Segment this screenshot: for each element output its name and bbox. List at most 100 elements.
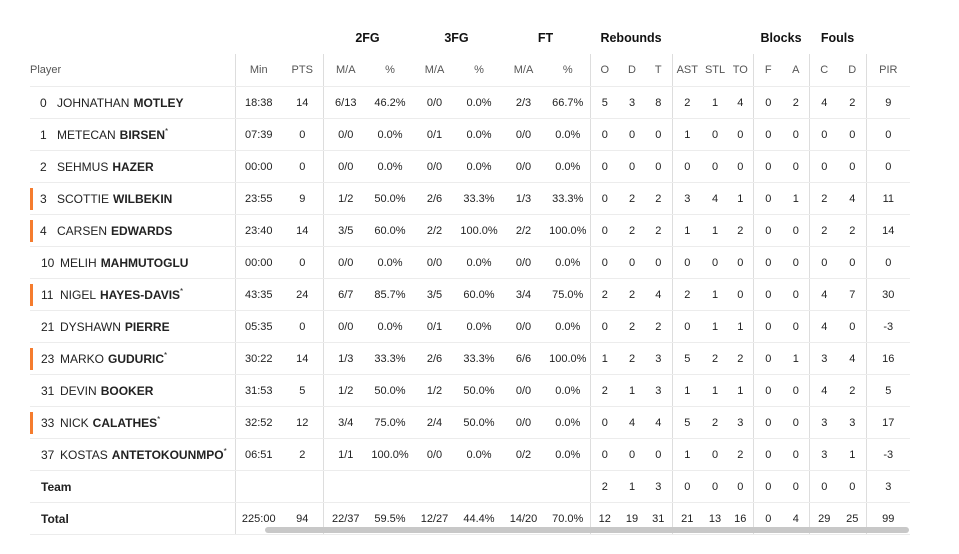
col-header-ft-pct[interactable]: % — [546, 54, 590, 87]
player-cell[interactable]: 33 NICK CALATHES* — [30, 406, 235, 439]
stat-2fg-pct: 0.0% — [368, 150, 412, 183]
stat-3fg-pct: 0.0% — [457, 86, 501, 119]
stat-3fg-ma: 0/0 — [412, 438, 457, 471]
player-cell[interactable]: 37 KOSTAS ANTETOKOUNMPO* — [30, 438, 235, 471]
col-header-pir[interactable]: PIR — [865, 54, 911, 87]
stat-2fg-pct: 0.0% — [368, 118, 412, 151]
player-last-name[interactable]: EDWARDS — [111, 223, 173, 238]
player-last-name[interactable]: GUDURIC — [108, 351, 165, 366]
starter-indicator — [30, 220, 33, 242]
stat-pts: 14 — [282, 86, 323, 119]
stat-reb-o: 0 — [589, 406, 619, 439]
horizontal-scrollbar[interactable] — [265, 527, 909, 533]
player-last-name[interactable]: CALATHES — [92, 415, 158, 430]
stat-3fg-ma: 0/1 — [412, 118, 457, 151]
player-row[interactable]: 33 NICK CALATHES* 32:52 12 3/4 75.0% 2/4 50.0% 0/… — [30, 406, 911, 439]
stat-2fg-pct: 0.0% — [368, 310, 412, 343]
player-cell[interactable]: 3 SCOTTIE WILBEKIN — [30, 182, 235, 215]
col-header-2fg-ma[interactable]: M/A — [322, 54, 368, 87]
player-cell[interactable]: 31 DEVIN BOOKER — [30, 374, 235, 407]
stat-to: 0 — [728, 278, 754, 311]
player-last-name[interactable]: MAHMUTOGLU — [100, 255, 189, 270]
stat-pir: 3 — [865, 470, 911, 503]
player-cell[interactable]: 23 MARKO GUDURIC* — [30, 342, 235, 375]
stat-blk-f: 0 — [752, 342, 784, 375]
col-header-3fg-ma[interactable]: M/A — [412, 54, 457, 87]
col-header-foul-d[interactable]: D — [839, 54, 867, 87]
player-last-name[interactable]: HAYES-DAVIS — [100, 287, 181, 302]
stat-ft-ma: 1/3 — [501, 182, 546, 215]
player-cell[interactable]: 21 DYSHAWN PIERRE — [30, 310, 235, 343]
player-cell[interactable]: 11 NIGEL HAYES-DAVIS* — [30, 278, 235, 311]
player-cell[interactable]: 1 METECAN BIRSEN* — [30, 118, 235, 151]
stat-ast: 1 — [671, 118, 703, 151]
player-row[interactable]: 11 NIGEL HAYES-DAVIS* 43:35 24 6/7 85.7% 3/5 60.… — [30, 278, 911, 311]
stat-3fg-ma — [412, 470, 457, 503]
player-last-name[interactable]: ANTETOKOUNMPO — [111, 447, 224, 462]
stat-foul-d: 0 — [839, 470, 867, 503]
stat-2fg-ma: 3/5 — [322, 214, 368, 247]
stat-blk-f: 0 — [752, 470, 784, 503]
stat-ft-ma: 2/3 — [501, 86, 546, 119]
player-last-name[interactable]: WILBEKIN — [113, 191, 173, 206]
player-row[interactable]: 23 MARKO GUDURIC* 30:22 14 1/3 33.3% 2/6 33.3% 6/… — [30, 342, 911, 375]
stat-2fg-pct: 100.0% — [368, 438, 412, 471]
player-row[interactable]: 0 JOHNATHAN MOTLEY 18:38 14 6/13 46.2% 0/0 0.0% 2… — [30, 86, 911, 119]
col-header-to[interactable]: TO — [728, 54, 754, 87]
player-first-name: NIGEL — [60, 287, 97, 302]
col-header-foul-c[interactable]: C — [808, 54, 840, 87]
col-header-blk-f[interactable]: F — [752, 54, 784, 87]
player-cell[interactable]: 2 SEHMUS HAZER — [30, 150, 235, 183]
player-row[interactable]: 10 MELIH MAHMUTOGLU 00:00 0 0/0 0.0% 0/0 0.0% 0/0… — [30, 246, 911, 279]
col-header-min[interactable]: Min — [234, 54, 282, 87]
player-row[interactable]: 2 SEHMUS HAZER 00:00 0 0/0 0.0% 0/0 0.0% 0/0 0.0% 0… — [30, 150, 911, 183]
col-header-3fg-pct[interactable]: % — [457, 54, 501, 87]
col-header-stl[interactable]: STL — [702, 54, 729, 87]
stat-reb-t: 0 — [645, 246, 673, 279]
col-header-reb-d[interactable]: D — [619, 54, 645, 87]
stat-blk-a: 0 — [783, 214, 810, 247]
stat-ast: 2 — [671, 86, 703, 119]
player-row[interactable]: 4 CARSEN EDWARDS 23:40 14 3/5 60.0% 2/2 100.0% 2/… — [30, 214, 911, 247]
player-row[interactable]: 31 DEVIN BOOKER 31:53 5 1/2 50.0% 1/2 50.0% 0/0 0.… — [30, 374, 911, 407]
player-last-name[interactable]: BIRSEN — [119, 127, 166, 142]
col-header-blk-a[interactable]: A — [783, 54, 810, 87]
col-header-reb-o[interactable]: O — [589, 54, 619, 87]
player-row[interactable]: 3 SCOTTIE WILBEKIN 23:55 9 1/2 50.0% 2/6 33.3% 1/… — [30, 182, 911, 215]
player-last-name[interactable]: PIERRE — [124, 319, 170, 334]
player-cell[interactable]: 0 JOHNATHAN MOTLEY — [30, 86, 235, 119]
stat-foul-d: 2 — [839, 86, 867, 119]
col-header-2fg-pct[interactable]: % — [368, 54, 412, 87]
stat-foul-d: 2 — [839, 214, 867, 247]
player-row[interactable]: 21 DYSHAWN PIERRE 05:35 0 0/0 0.0% 0/1 0.0% 0/0 0.… — [30, 310, 911, 343]
stat-to: 3 — [728, 406, 754, 439]
stat-pts: 0 — [282, 310, 323, 343]
stat-reb-t: 2 — [645, 214, 673, 247]
stat-reb-d: 0 — [619, 150, 645, 183]
player-cell[interactable]: 4 CARSEN EDWARDS — [30, 214, 235, 247]
stat-ast: 0 — [671, 150, 703, 183]
col-header-pts[interactable]: PTS — [282, 54, 323, 87]
player-row[interactable]: 37 KOSTAS ANTETOKOUNMPO* 06:51 2 1/1 100.0% 0/0… — [30, 438, 911, 471]
stat-reb-o: 0 — [589, 214, 619, 247]
player-last-name[interactable]: BOOKER — [100, 383, 154, 398]
stat-2fg-ma: 6/13 — [322, 86, 368, 119]
col-header-player[interactable]: Player — [30, 54, 235, 87]
stat-ft-pct: 0.0% — [546, 246, 590, 279]
col-header-ft-ma[interactable]: M/A — [501, 54, 546, 87]
player-number: 31 — [41, 383, 55, 398]
stat-reb-o: 0 — [589, 246, 619, 279]
col-header-reb-t[interactable]: T — [645, 54, 673, 87]
group-spacer-2 — [672, 0, 753, 54]
player-row[interactable]: 1 METECAN BIRSEN* 07:39 0 0/0 0.0% 0/1 0.0% 0/0 0.… — [30, 118, 911, 151]
stat-reb-t: 4 — [645, 406, 673, 439]
stat-ft-ma: 0/0 — [501, 374, 546, 407]
player-last-name[interactable]: MOTLEY — [133, 95, 184, 110]
player-cell[interactable]: 10 MELIH MAHMUTOGLU — [30, 246, 235, 279]
stat-stl: 0 — [702, 438, 729, 471]
boxscore-table: 2FG 3FG FT Rebounds Blocks Fouls Player M… — [30, 0, 911, 535]
stat-reb-t: 0 — [645, 438, 673, 471]
boxscore-body: 0 JOHNATHAN MOTLEY 18:38 14 6/13 46.2% 0/0 0.0% 2… — [30, 86, 911, 535]
col-header-ast[interactable]: AST — [671, 54, 703, 87]
player-last-name[interactable]: HAZER — [112, 159, 154, 174]
